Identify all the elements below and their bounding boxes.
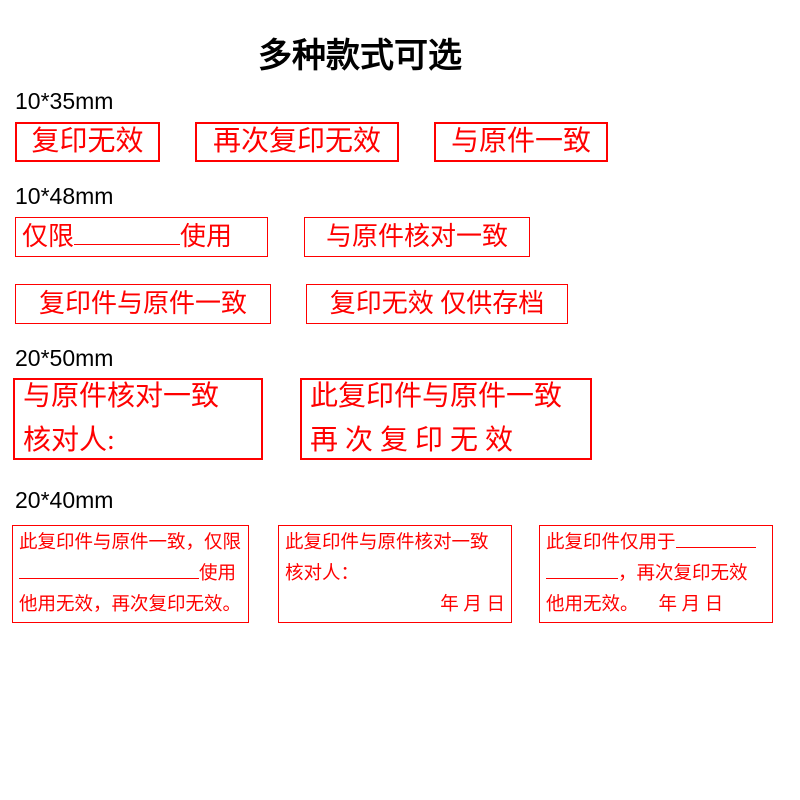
stamp-line: ，再次复印无效 <box>546 563 748 585</box>
stamp-text: 核对人： <box>285 564 359 584</box>
size-label: 10*48mm <box>15 183 113 210</box>
blank-underline <box>19 578 199 579</box>
stamp-text: 此复印件与原件核对一致 <box>285 533 489 553</box>
stamp-text: 与原件一致 <box>451 126 591 157</box>
stamp-line: 年 月 日 <box>440 594 505 616</box>
stamp-line: 此复印件与原件一致，仅限 <box>19 532 241 554</box>
size-label: 20*40mm <box>15 487 113 514</box>
stamp-sample: 仅限 使用 <box>15 217 268 257</box>
stamp-text: 他用无效，再次复印无效。 <box>19 595 241 615</box>
stamp-text: 与原件核对一致 <box>23 381 219 412</box>
blank-underline <box>74 244 180 245</box>
stamp-line: 此复印件与原件一致 <box>310 380 562 414</box>
stamp-line: 仅限 使用 <box>22 221 232 252</box>
stamp-line: 他用无效，再次复印无效。 <box>19 594 241 616</box>
stamp-text: 年 月 日 <box>440 595 505 615</box>
stamp-sample: 复印无效 <box>15 122 160 162</box>
stamp-sample: 此复印件仅用于 ，再次复印无效他用无效。年 月 日 <box>539 525 773 623</box>
stamp-line: 复印无效 <box>31 125 143 159</box>
stamp-line: 此复印件与原件核对一致 <box>285 532 489 554</box>
stamp-line: 他用无效。年 月 日 <box>546 594 723 616</box>
stamp-text: 复印无效 仅供存档 <box>330 289 545 318</box>
stamp-text: 此复印件与原件一致 <box>310 381 562 412</box>
stamp-text: 再次复印无效 <box>310 425 520 456</box>
stamp-text: 他用无效。 <box>546 595 639 615</box>
stamp-text: 再次复印无效 <box>213 126 381 157</box>
stamp-sample: 复印无效 仅供存档 <box>306 284 568 324</box>
stamp-line: 使用 <box>19 563 236 585</box>
size-label: 20*50mm <box>15 345 113 372</box>
stamp-text: ，再次复印无效 <box>618 564 748 584</box>
stamp-line: 复印无效 仅供存档 <box>330 288 545 319</box>
stamp-sample: 复印件与原件一致 <box>15 284 271 324</box>
stamp-text: 使用 <box>180 222 232 251</box>
page-title: 多种款式可选 <box>258 28 462 77</box>
stamp-sample: 此复印件与原件一致，仅限使用他用无效，再次复印无效。 <box>12 525 249 623</box>
stamp-line: 与原件一致 <box>451 125 591 159</box>
stamp-text: 核对人: <box>23 425 115 456</box>
stamp-line: 再次复印无效 <box>213 125 381 159</box>
stamp-line: 核对人： <box>285 563 359 585</box>
stamp-line: 与原件核对一致 <box>23 380 219 414</box>
blank-underline <box>546 578 618 579</box>
blank-underline <box>676 547 756 548</box>
stamp-line: 复印件与原件一致 <box>39 288 247 319</box>
stamp-text: 与原件核对一致 <box>326 222 508 251</box>
stamp-line: 再次复印无效 <box>310 424 520 458</box>
stamp-text: 复印件与原件一致 <box>39 289 247 318</box>
stamp-sample: 与原件一致 <box>434 122 608 162</box>
size-label: 10*35mm <box>15 88 113 115</box>
stamp-sample: 此复印件与原件核对一致核对人： 年 月 日 <box>278 525 512 623</box>
stamp-sample: 再次复印无效 <box>195 122 399 162</box>
stamp-sample: 与原件核对一致核对人: <box>13 378 263 460</box>
stamp-text: 此复印件仅用于 <box>546 533 676 553</box>
stamp-text: 使用 <box>199 564 236 584</box>
stamp-sample: 此复印件与原件一致再次复印无效 <box>300 378 592 460</box>
stamp-text: 仅限 <box>22 222 74 251</box>
stamp-text: 复印无效 <box>31 126 143 157</box>
stamp-line: 此复印件仅用于 <box>546 532 756 554</box>
stamp-text: 年 月 日 <box>659 595 724 615</box>
stamp-text: 此复印件与原件一致，仅限 <box>19 533 241 553</box>
stamp-line: 与原件核对一致 <box>326 221 508 252</box>
stamp-line: 核对人: <box>23 424 115 458</box>
stamp-sample: 与原件核对一致 <box>304 217 530 257</box>
